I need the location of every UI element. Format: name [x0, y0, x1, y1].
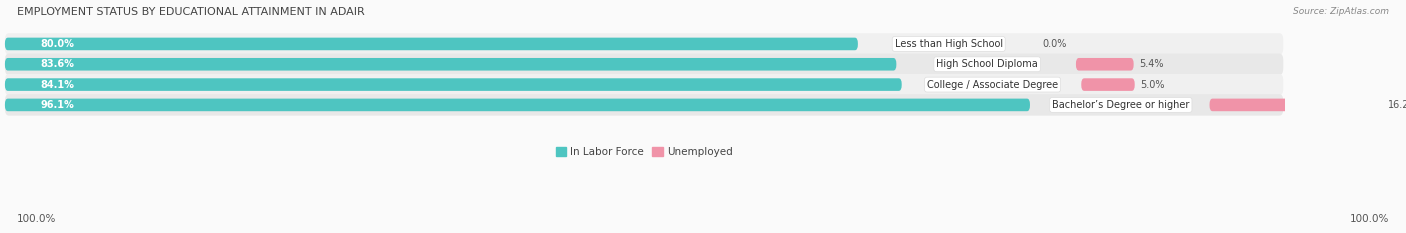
Text: 80.0%: 80.0% [41, 39, 75, 49]
Text: 100.0%: 100.0% [1350, 214, 1389, 224]
Text: 0.0%: 0.0% [1043, 39, 1067, 49]
Text: 100.0%: 100.0% [17, 214, 56, 224]
Text: 5.4%: 5.4% [1139, 59, 1164, 69]
FancyBboxPatch shape [4, 94, 1284, 116]
Text: High School Diploma: High School Diploma [936, 59, 1038, 69]
Text: 5.0%: 5.0% [1140, 80, 1164, 89]
Text: 83.6%: 83.6% [41, 59, 75, 69]
Text: College / Associate Degree: College / Associate Degree [927, 80, 1059, 89]
FancyBboxPatch shape [1081, 78, 1135, 91]
Text: Less than High School: Less than High School [894, 39, 1002, 49]
Text: EMPLOYMENT STATUS BY EDUCATIONAL ATTAINMENT IN ADAIR: EMPLOYMENT STATUS BY EDUCATIONAL ATTAINM… [17, 7, 364, 17]
Text: 84.1%: 84.1% [41, 80, 75, 89]
FancyBboxPatch shape [1209, 99, 1382, 111]
Text: Bachelor’s Degree or higher: Bachelor’s Degree or higher [1052, 100, 1189, 110]
FancyBboxPatch shape [1076, 58, 1133, 71]
Text: 96.1%: 96.1% [41, 100, 75, 110]
FancyBboxPatch shape [4, 33, 1284, 55]
FancyBboxPatch shape [4, 99, 1031, 111]
FancyBboxPatch shape [4, 38, 858, 50]
Text: Source: ZipAtlas.com: Source: ZipAtlas.com [1294, 7, 1389, 16]
FancyBboxPatch shape [4, 78, 901, 91]
Legend: In Labor Force, Unemployed: In Labor Force, Unemployed [551, 143, 737, 161]
FancyBboxPatch shape [4, 58, 897, 71]
FancyBboxPatch shape [4, 54, 1284, 75]
Text: 16.2%: 16.2% [1388, 100, 1406, 110]
FancyBboxPatch shape [4, 74, 1284, 95]
